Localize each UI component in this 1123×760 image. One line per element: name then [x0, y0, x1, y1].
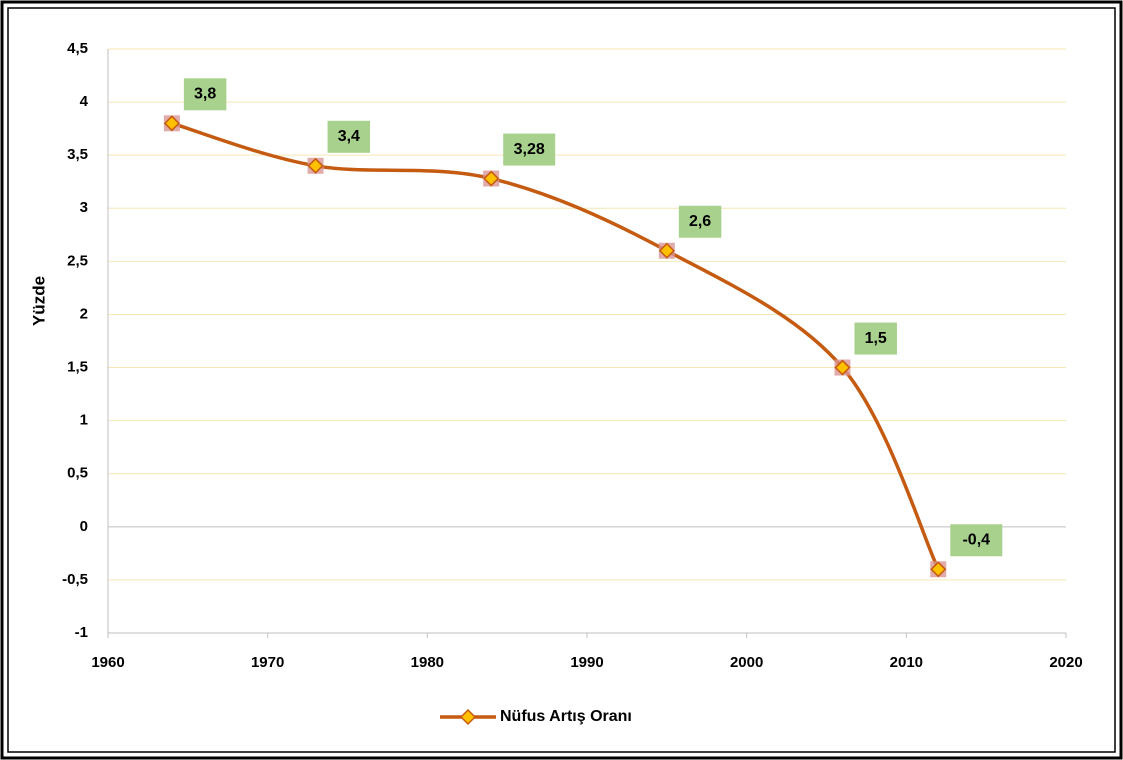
- data-label-box: [183, 78, 227, 111]
- marker: [834, 359, 851, 376]
- y-tick-label: 0,5: [67, 465, 88, 482]
- data-label: 3,4: [338, 128, 360, 145]
- data-label: 1,5: [865, 330, 887, 347]
- x-tick-label: 2000: [730, 654, 763, 671]
- x-tick-label: 2020: [1049, 654, 1082, 671]
- data-label-box: [327, 120, 371, 153]
- y-axis-label: Yüzde: [29, 276, 48, 326]
- x-tick-label: 1960: [91, 654, 124, 671]
- y-tick-label: 1: [80, 412, 88, 429]
- data-label-box: [950, 524, 1003, 557]
- y-tick-label: 0: [80, 518, 88, 535]
- data-label: 2,6: [689, 213, 711, 230]
- y-tick-label: 2: [80, 305, 88, 322]
- marker: [483, 170, 500, 187]
- data-label: 3,28: [514, 141, 545, 158]
- y-tick-label: 1,5: [67, 359, 88, 376]
- x-tick-label: 1990: [570, 654, 603, 671]
- y-tick-label: 4: [80, 93, 89, 110]
- x-tick-label: 1980: [411, 654, 444, 671]
- marker: [307, 157, 324, 174]
- y-tick-label: 2,5: [67, 252, 88, 269]
- inner-frame: [7, 7, 1116, 753]
- y-tick-label: -0,5: [62, 571, 88, 588]
- data-label-box: [678, 205, 722, 238]
- data-label-box: [854, 322, 897, 355]
- y-tick-label: 3: [80, 199, 88, 216]
- legend-marker: [459, 708, 477, 726]
- x-tick-label: 2010: [890, 654, 923, 671]
- legend-label: Nüfus Artış Oranı: [500, 708, 632, 725]
- x-tick-label: 1970: [251, 654, 284, 671]
- y-tick-label: 3,5: [67, 146, 88, 163]
- marker: [930, 561, 947, 578]
- data-label: -0,4: [962, 532, 990, 549]
- data-label-box: [503, 133, 556, 166]
- marker: [163, 115, 180, 132]
- data-label: 3,8: [194, 86, 216, 103]
- marker: [658, 242, 675, 259]
- line: [171, 121, 940, 571]
- y-tick-label: 4,5: [67, 40, 88, 57]
- y-tick-label: -1: [75, 624, 88, 641]
